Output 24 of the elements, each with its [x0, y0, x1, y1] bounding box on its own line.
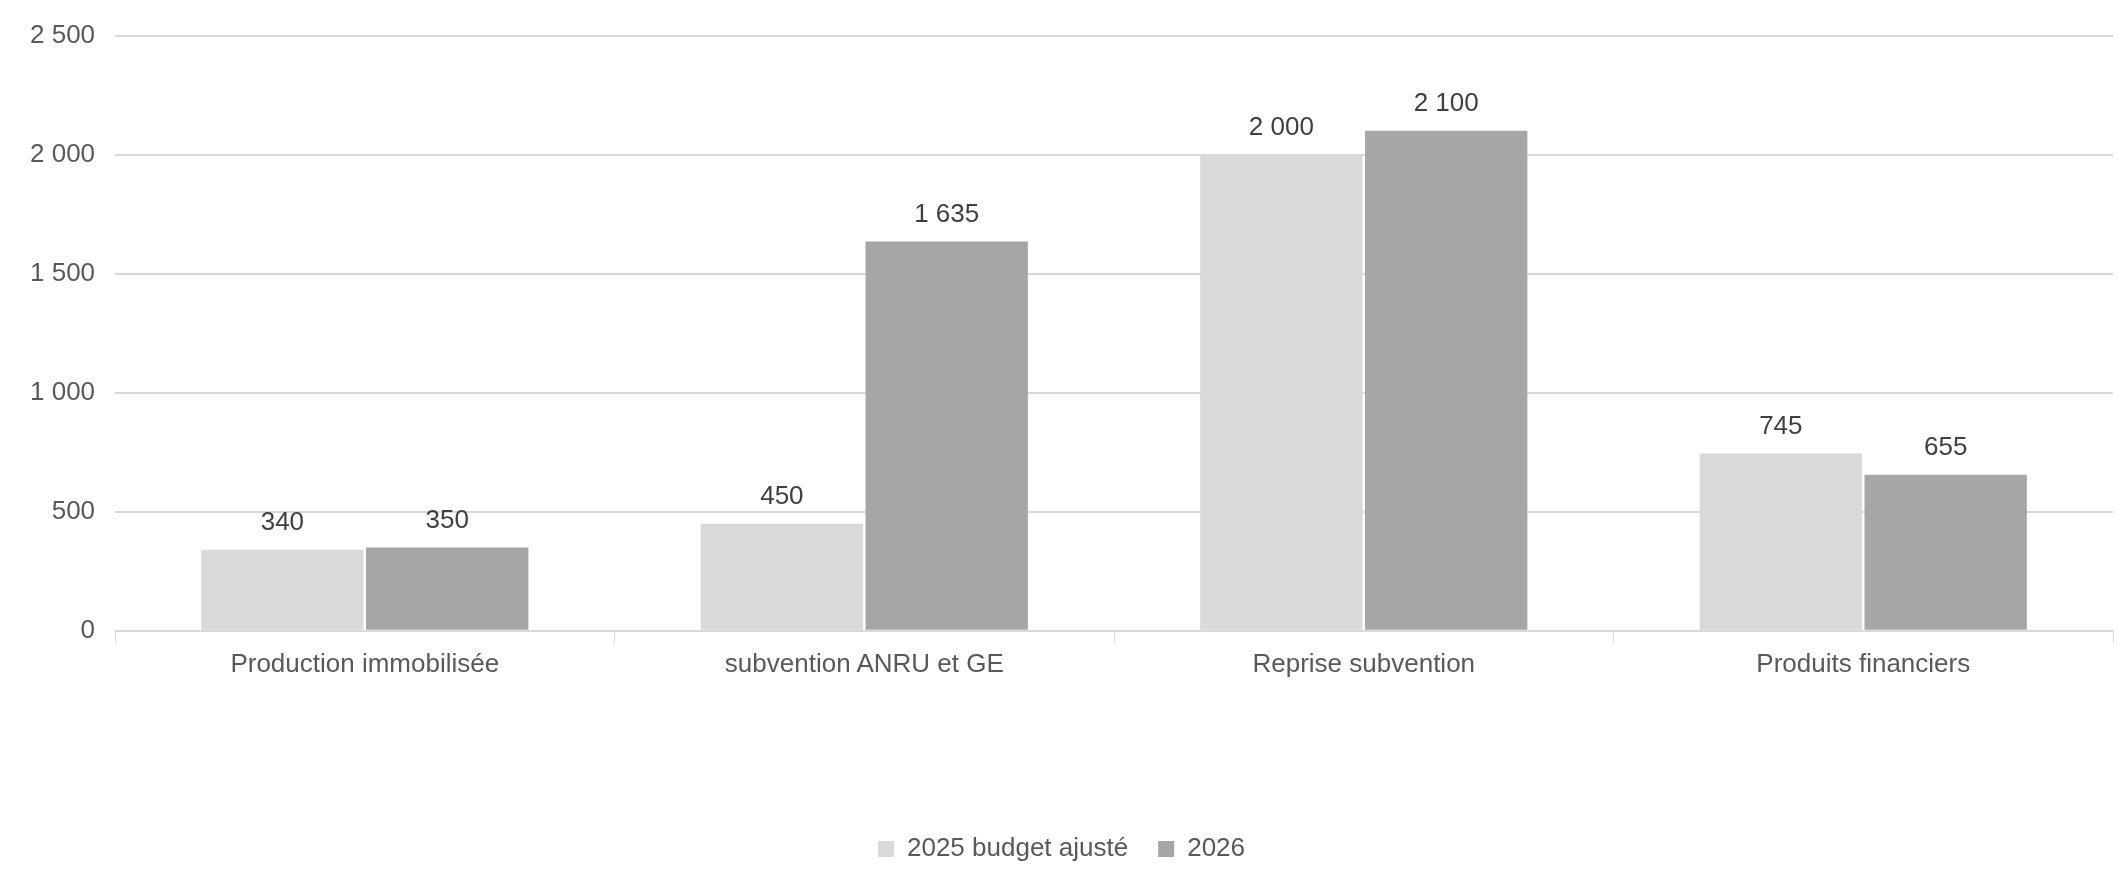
y-tick-label: 2 000 — [29, 137, 96, 168]
x-tick-label: Reprise subvention — [1252, 647, 1476, 678]
y-tick-label: 500 — [51, 494, 96, 525]
data-label: 655 — [1923, 431, 1968, 462]
x-tick-label: Produits financiers — [1756, 647, 1971, 678]
data-label: 1 635 — [914, 197, 980, 228]
legend-label: 2026 — [1187, 832, 1246, 863]
y-tick-label: 0 — [80, 613, 96, 644]
bar — [865, 241, 1028, 630]
data-label: 350 — [425, 503, 469, 534]
y-tick-label: 2 500 — [29, 18, 96, 49]
data-label: 745 — [1759, 409, 1803, 440]
bar — [1365, 130, 1528, 630]
data-label: 340 — [260, 506, 305, 537]
y-tick-label: 1 000 — [29, 375, 96, 406]
x-tick-label: subvention ANRU et GE — [724, 647, 1004, 678]
data-label: 450 — [760, 479, 804, 510]
data-label: 2 100 — [1413, 87, 1479, 117]
x-tick-label: Production immobilisée — [230, 647, 500, 678]
data-label: 2 000 — [1248, 110, 1314, 141]
bar — [1864, 474, 2027, 630]
bar — [366, 547, 529, 630]
legend-label: 2025 budget ajusté — [906, 832, 1129, 863]
y-tick-label: 1 500 — [29, 256, 96, 287]
